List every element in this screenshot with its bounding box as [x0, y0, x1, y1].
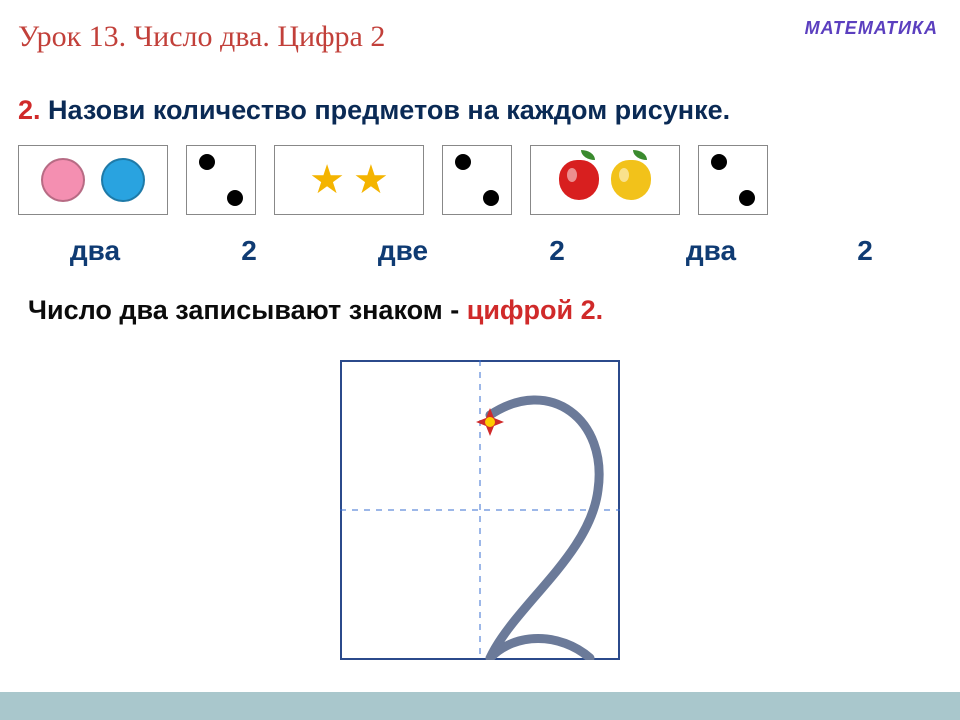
- lesson-title: Урок 13. Число два. Цифра 2: [18, 20, 385, 54]
- dot-icon: [739, 190, 755, 206]
- task-text: Назови количество предметов на каждом ри…: [48, 95, 730, 125]
- dot-icon: [199, 154, 215, 170]
- card-stars: ★ ★: [274, 145, 424, 215]
- label-item: два: [18, 235, 172, 267]
- card-dice-3: [698, 145, 768, 215]
- star-icon: ★: [309, 160, 345, 200]
- apple-yellow-icon: [611, 160, 651, 200]
- card-apples: [530, 145, 680, 215]
- label-item: 2: [788, 235, 942, 267]
- digit-two-svg: [340, 360, 620, 660]
- sentence-highlight: цифрой 2.: [467, 295, 603, 325]
- label-item: два: [634, 235, 788, 267]
- circle-pink-icon: [41, 158, 85, 202]
- card-dice-2: [442, 145, 512, 215]
- pictures-row: ★ ★: [18, 145, 942, 215]
- dot-icon: [483, 190, 499, 206]
- subject-label: МАТЕМАТИКА: [805, 18, 938, 39]
- label-item: 2: [172, 235, 326, 267]
- dot-icon: [711, 154, 727, 170]
- task-number: 2.: [18, 95, 41, 125]
- task-line: 2. Назови количество предметов на каждом…: [18, 95, 730, 126]
- apple-red-icon: [559, 160, 599, 200]
- digit-two-path: [490, 400, 599, 658]
- sentence-pre: Число два записывают знаком -: [28, 295, 467, 325]
- footer-bar: [0, 692, 960, 720]
- star-icon: ★: [353, 160, 389, 200]
- sentence: Число два записывают знаком - цифрой 2.: [28, 295, 603, 326]
- dot-icon: [227, 190, 243, 206]
- card-dice-1: [186, 145, 256, 215]
- digit-two-grid: [340, 360, 620, 660]
- circle-blue-icon: [101, 158, 145, 202]
- label-item: две: [326, 235, 480, 267]
- labels-row: два 2 две 2 два 2: [18, 235, 942, 267]
- card-circles: [18, 145, 168, 215]
- label-item: 2: [480, 235, 634, 267]
- dot-icon: [455, 154, 471, 170]
